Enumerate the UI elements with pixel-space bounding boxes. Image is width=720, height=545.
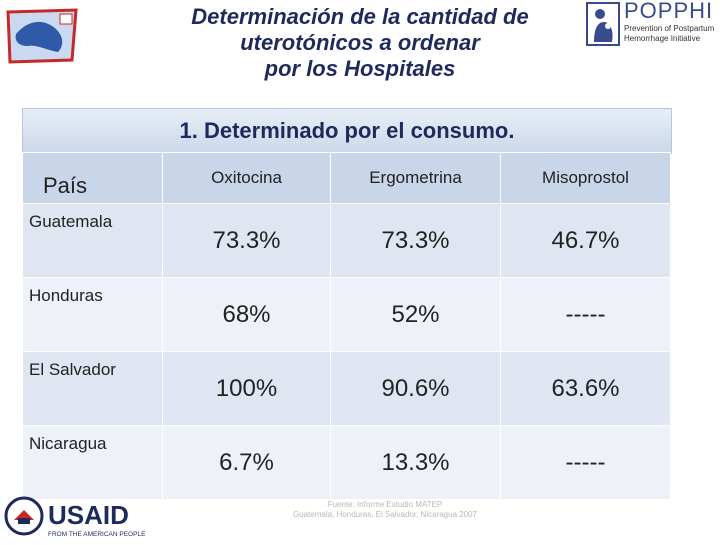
source-note: Fuente: Informe Estudio MATEP Guatemala,… bbox=[250, 500, 520, 520]
table-row: Guatemala 73.3% 73.3% 46.7% bbox=[22, 203, 671, 278]
header-country: País bbox=[22, 152, 163, 204]
header-misoprostol: Misoprostol bbox=[500, 152, 671, 204]
value-cell: 100% bbox=[162, 351, 331, 426]
value-cell: ----- bbox=[500, 425, 671, 500]
country-cell: Guatemala bbox=[22, 203, 163, 278]
mother-child-icon bbox=[586, 2, 620, 46]
value-cell: 6.7% bbox=[162, 425, 331, 500]
country-cell: El Salvador bbox=[22, 351, 163, 426]
usaid-name: USAID bbox=[48, 500, 129, 530]
popphi-tagline: Prevention of Postpartum Hemorrhage Init… bbox=[624, 24, 714, 44]
value-cell: 73.3% bbox=[162, 203, 331, 278]
table-header-row: País Oxitocina Ergometrina Misoprostol bbox=[22, 152, 671, 204]
value-cell: 13.3% bbox=[330, 425, 501, 500]
subtitle-banner: 1. Determinado por el consumo. bbox=[22, 108, 672, 154]
source-line-1: Fuente: Informe Estudio MATEP bbox=[327, 500, 443, 509]
central-america-map-logo bbox=[6, 4, 78, 64]
popphi-tagline-1: Prevention of Postpartum bbox=[624, 24, 715, 33]
value-cell: 63.6% bbox=[500, 351, 671, 426]
source-line-2: Guatemala, Honduras, El Salvador, Nicara… bbox=[292, 510, 478, 519]
header-oxitocina: Oxitocina bbox=[162, 152, 331, 204]
value-cell: 46.7% bbox=[500, 203, 671, 278]
country-cell: Honduras bbox=[22, 277, 163, 352]
popphi-logo: POPPHI Prevention of Postpartum Hemorrha… bbox=[584, 0, 720, 48]
popphi-name: POPPHI bbox=[624, 0, 714, 23]
country-cell: Nicaragua bbox=[22, 425, 163, 500]
table-row: El Salvador 100% 90.6% 63.6% bbox=[22, 351, 671, 426]
value-cell: 68% bbox=[162, 277, 331, 352]
value-cell: 52% bbox=[330, 277, 501, 352]
usaid-logo: USAID FROM THE AMERICAN PEOPLE bbox=[4, 492, 154, 540]
value-cell: ----- bbox=[500, 277, 671, 352]
header-ergometrina: Ergometrina bbox=[330, 152, 501, 204]
popphi-tagline-2: Hemorrhage Initiative bbox=[624, 34, 701, 43]
value-cell: 90.6% bbox=[330, 351, 501, 426]
title-line-3: por los Hospitales bbox=[264, 56, 456, 81]
slide-title: Determinación de la cantidad de uterotón… bbox=[110, 4, 610, 82]
title-line-2: uterotónicos a ordenar bbox=[240, 30, 480, 55]
table-row: Honduras 68% 52% ----- bbox=[22, 277, 671, 352]
title-line-1: Determinación de la cantidad de bbox=[191, 4, 529, 29]
table-row: Nicaragua 6.7% 13.3% ----- bbox=[22, 425, 671, 500]
value-cell: 73.3% bbox=[330, 203, 501, 278]
usaid-tagline: FROM THE AMERICAN PEOPLE bbox=[48, 531, 146, 538]
data-table: País Oxitocina Ergometrina Misoprostol G… bbox=[22, 152, 671, 500]
